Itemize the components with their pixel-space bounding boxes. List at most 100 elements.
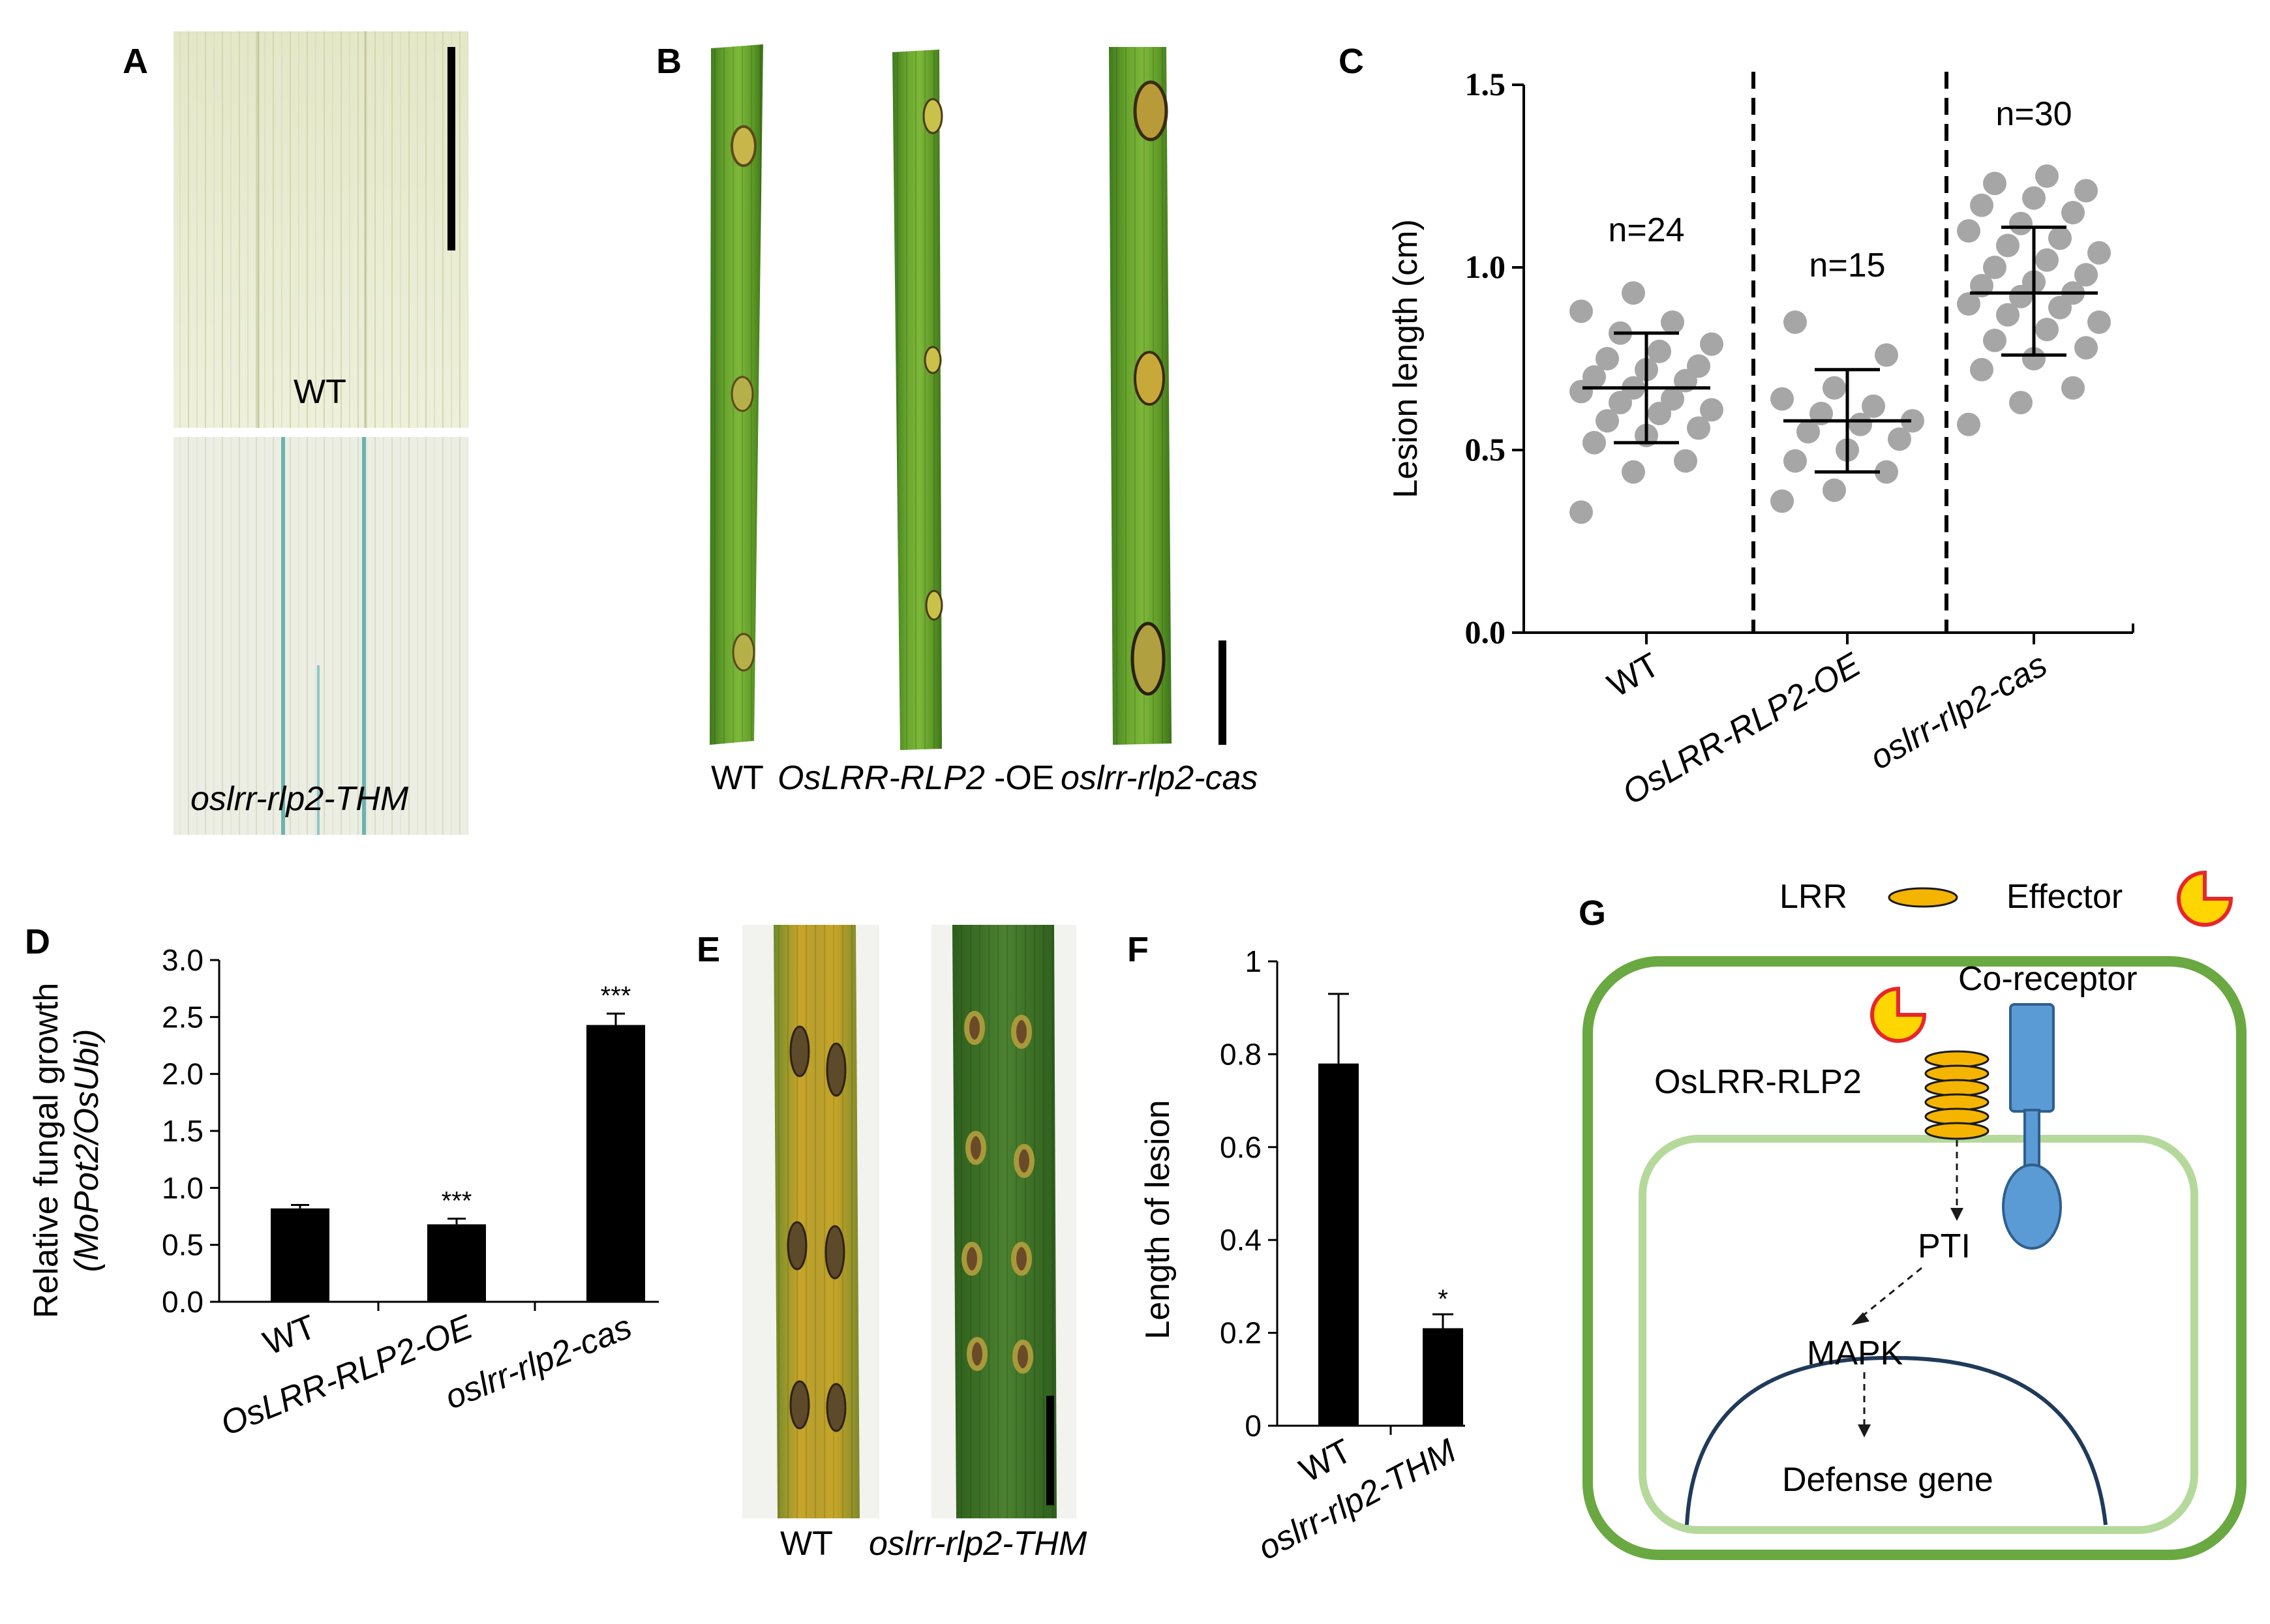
significance-label: ***	[442, 1186, 472, 1215]
data-point	[1983, 329, 2006, 352]
significance-label: ***	[601, 982, 631, 1010]
panel-b-label-wt: WT	[711, 759, 764, 797]
data-point	[1875, 343, 1898, 367]
data-point	[1901, 409, 1924, 433]
category-label: oslrr-rlp2-THM	[1252, 1432, 1462, 1567]
data-point	[2009, 391, 2033, 415]
data-point	[1983, 172, 2006, 196]
data-point	[2009, 211, 2033, 235]
y-tick-label: 0.4	[1220, 1223, 1262, 1257]
panel-b-label-oe-suffix: -OE	[994, 759, 1054, 797]
panel-e-label-mutant: oslrr-rlp2-THM	[869, 1525, 1087, 1563]
data-point	[2048, 226, 2072, 250]
y-axis-label: Relative fungal growth	[27, 983, 65, 1319]
data-point	[1796, 420, 1820, 444]
scale-bar	[1046, 1396, 1054, 1505]
y-tick-label: 0	[1245, 1409, 1262, 1443]
bar	[427, 1224, 486, 1302]
data-point	[1862, 394, 1885, 418]
panel-d: D 0.0 0.5 1.0 1.5 2.0 2.5 3.0 Relative fungal g…	[25, 922, 659, 1443]
leaf-oe	[892, 50, 943, 750]
bar	[1423, 1328, 1463, 1426]
data-point	[1875, 460, 1898, 484]
data-point	[1622, 281, 1645, 305]
data-point	[1823, 478, 1846, 502]
leaf-cas	[1109, 47, 1172, 745]
data-point	[1596, 409, 1619, 433]
y-tick-label: 0.5	[162, 1228, 204, 1262]
defense-gene-label: Defense gene	[1782, 1461, 1993, 1499]
data-point	[2061, 376, 2085, 400]
category-label: WT	[258, 1308, 322, 1362]
data-point	[1687, 416, 1710, 440]
data-point	[1661, 310, 1684, 334]
y-tick-label: 1.5	[1465, 66, 1506, 102]
data-point	[1996, 303, 2020, 327]
data-point	[1582, 430, 1606, 455]
y-axis-label-2: (MoPot2/OsUbi)	[68, 1029, 106, 1272]
panel-e-label-wt: WT	[780, 1525, 833, 1563]
data-point	[2061, 201, 2085, 224]
data-point	[1957, 412, 1980, 436]
lrr-receptor	[1924, 1050, 1990, 1140]
panel-c: C 0.0 0.5 1.0 1.5 Lesion length (cm) n=24 WT n=…	[1339, 42, 2134, 813]
panel-letter-b: B	[656, 42, 682, 81]
coreceptor-label: Co-receptor	[1958, 960, 2138, 998]
panel-e: E	[697, 925, 1087, 1563]
data-point	[1783, 449, 1807, 473]
pti-label: PTI	[1918, 1227, 1971, 1265]
data-point	[1622, 460, 1645, 484]
arrow-pti-mapk	[1858, 1267, 1922, 1320]
panel-b: B WT OsLRR-RLP2 -OE oslrr-rlp2-cas	[656, 42, 1258, 797]
cell-wall	[1582, 956, 2247, 1560]
panel-letter-d: D	[25, 922, 50, 961]
y-tick-label: 1	[1245, 944, 1262, 978]
legend-lrr-label: LRR	[1779, 878, 1847, 916]
y-tick-label: 1.0	[162, 1171, 204, 1205]
data-point	[2035, 164, 2059, 188]
data-point	[1957, 292, 1980, 316]
y-tick-label: 0.0	[162, 1285, 204, 1319]
y-tick-label: 0.8	[1220, 1037, 1262, 1071]
y-tick-label: 0.5	[1465, 431, 1506, 468]
data-point	[1569, 500, 1593, 524]
panel-f: F 0 0.2 0.4 0.6 0.8 1 Length of lesion WT * oslrr…	[1127, 930, 1465, 1567]
data-point	[2074, 336, 2098, 360]
data-point	[1983, 256, 2006, 279]
effector-legend-icon	[2177, 870, 2233, 927]
y-axis-label: Lesion length (cm)	[1387, 219, 1425, 498]
panel-letter-a: A	[123, 42, 148, 81]
panel-letter-c: C	[1339, 42, 1364, 81]
category-label: WT	[1601, 646, 1666, 705]
bar	[271, 1208, 329, 1302]
y-tick-label: 1.0	[1465, 248, 1506, 285]
data-point	[2022, 347, 2046, 370]
leaf-wt	[710, 44, 763, 745]
panel-b-label-cas: oslrr-rlp2-cas	[1061, 759, 1258, 797]
data-point	[1970, 193, 1993, 217]
data-point	[2074, 179, 2098, 203]
data-point	[1783, 310, 1807, 334]
y-tick-label: 0.0	[1465, 614, 1506, 650]
data-point	[1823, 376, 1846, 400]
y-tick-label: 2.0	[162, 1057, 204, 1091]
y-axis-label: Length of lesion	[1139, 1100, 1177, 1339]
data-point	[1661, 387, 1684, 411]
data-point	[1596, 347, 1619, 370]
data-point	[2087, 241, 2111, 265]
significance-label: *	[1438, 1285, 1448, 1314]
data-point	[1888, 427, 1911, 451]
data-point	[2087, 310, 2111, 334]
y-tick-label: 1.5	[162, 1114, 204, 1148]
data-point	[2035, 318, 2059, 342]
panel-b-label-oe-name: OsLRR-RLP2	[778, 759, 985, 797]
bar	[1318, 1063, 1359, 1426]
data-point	[2074, 263, 2098, 287]
n-label: n=24	[1608, 211, 1684, 249]
data-point	[2022, 186, 2046, 210]
data-point	[1687, 354, 1710, 378]
leaf-e-mutant	[931, 925, 1076, 1518]
plasma-membrane	[1639, 1135, 2198, 1534]
data-point	[1582, 365, 1606, 389]
